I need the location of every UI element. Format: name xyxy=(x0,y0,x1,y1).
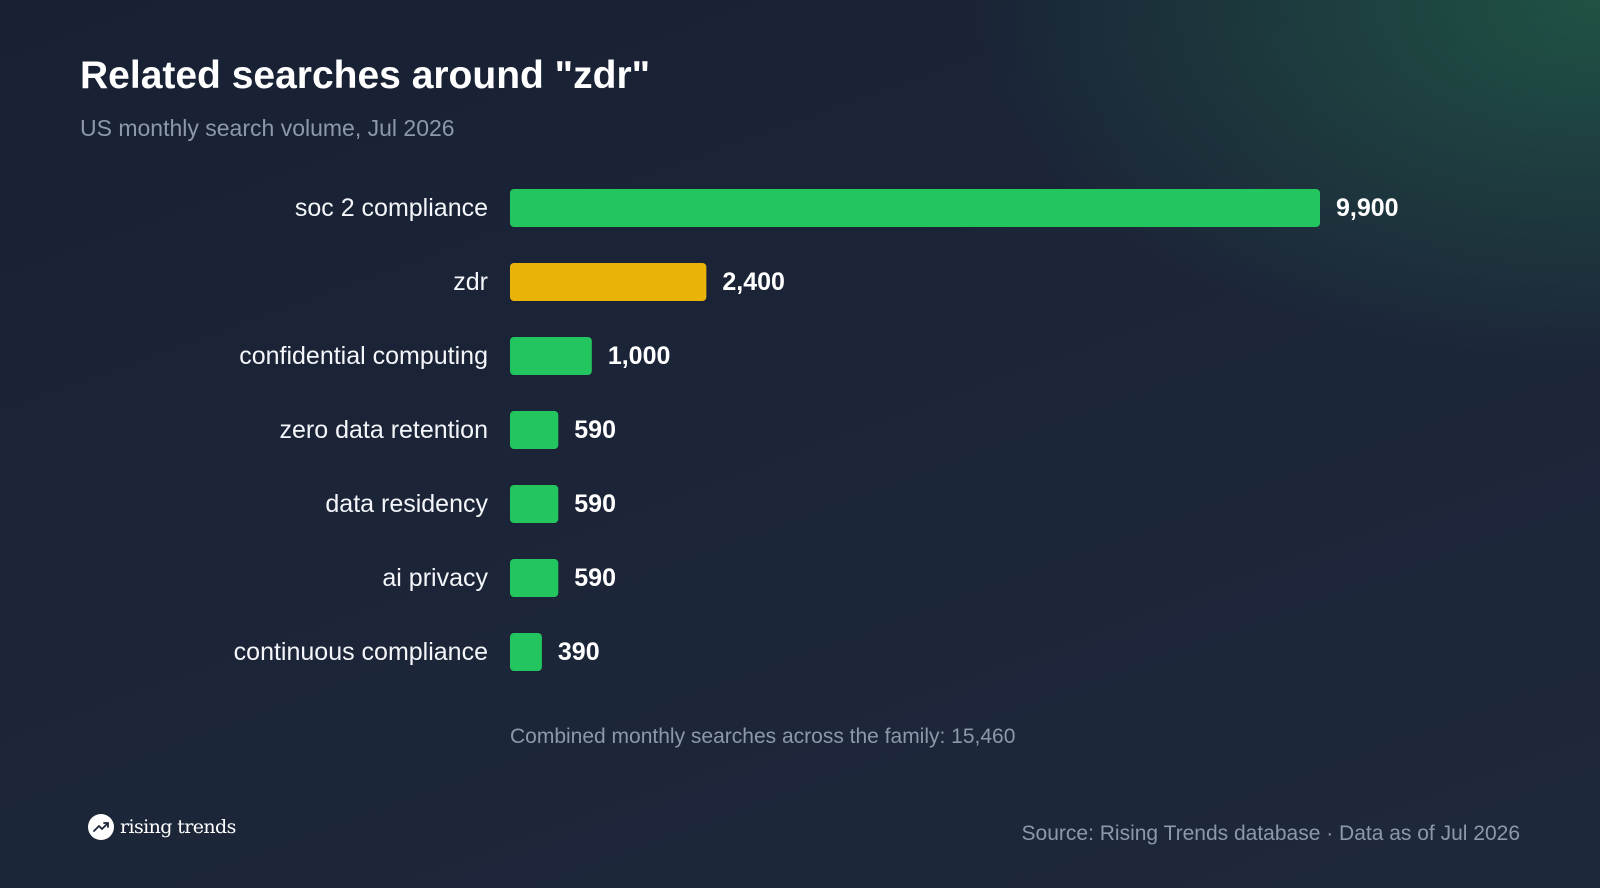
category-label-data-residency: data residency xyxy=(325,490,488,518)
bar-soc-2-compliance xyxy=(510,189,1320,227)
value-label-ai-privacy: 590 xyxy=(574,564,616,592)
value-label-zero-data-retention: 590 xyxy=(574,416,616,444)
value-label-soc-2-compliance: 9,900 xyxy=(1336,194,1399,222)
bar-data-residency xyxy=(510,485,559,523)
brand-logo: rising trends xyxy=(88,813,236,841)
category-label-confidential-computing: confidential computing xyxy=(239,342,488,370)
bar-continuous-compliance xyxy=(510,633,542,671)
chart-title: Related searches around "zdr" xyxy=(80,54,651,97)
bar-ai-privacy xyxy=(510,559,559,597)
bar-zero-data-retention xyxy=(510,411,559,449)
category-label-continuous-compliance: continuous compliance xyxy=(234,638,488,666)
chart-subtitle: US monthly search volume, Jul 2026 xyxy=(80,115,455,141)
bar-confidential-computing xyxy=(510,337,592,375)
bar-zdr xyxy=(510,263,707,301)
value-label-confidential-computing: 1,000 xyxy=(608,342,671,370)
category-label-zdr: zdr xyxy=(453,268,488,296)
value-label-zdr: 2,400 xyxy=(722,268,785,296)
combined-total-note: Combined monthly searches across the fam… xyxy=(510,725,1016,748)
value-label-continuous-compliance: 390 xyxy=(558,638,600,666)
trending-up-icon xyxy=(88,814,114,840)
category-label-zero-data-retention: zero data retention xyxy=(280,416,488,444)
value-label-data-residency: 590 xyxy=(574,490,616,518)
source-note: Source: Rising Trends database · Data as… xyxy=(1021,822,1520,845)
category-label-soc-2-compliance: soc 2 compliance xyxy=(295,194,488,222)
category-label-ai-privacy: ai privacy xyxy=(382,564,488,592)
brand-name: rising trends xyxy=(120,816,236,838)
